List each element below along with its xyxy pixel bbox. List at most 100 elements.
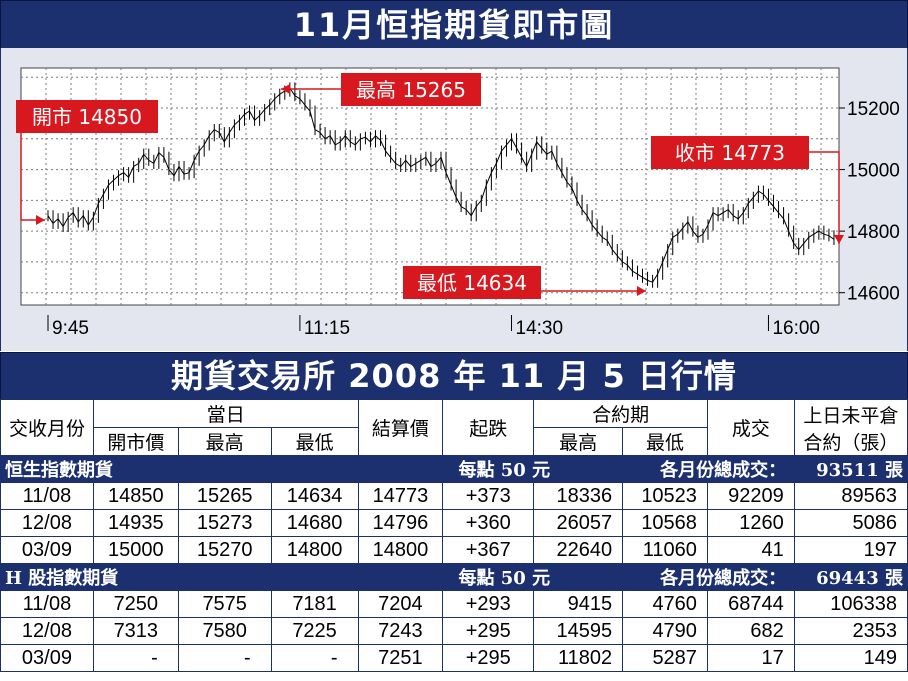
section-hshare: H 股指數期貨 69443 張 各月份總成交： 每點 50 元 11/08 72…	[0, 563, 908, 672]
cell-low: 14800	[270, 536, 359, 564]
cell-low: 14680	[270, 509, 359, 537]
header-month: 交收月份	[0, 399, 94, 456]
header-settle: 結算價	[357, 399, 444, 456]
header-volume: 成交	[706, 399, 795, 456]
header-contract-high: 最高	[533, 427, 624, 456]
cell-settle: 7204	[357, 590, 444, 618]
cell-open-interest: 5086	[793, 509, 908, 537]
y-tick-label: 14600	[847, 284, 900, 305]
header-contract: 合約期	[533, 399, 708, 428]
cell-contract-high: 14595	[533, 617, 624, 645]
cell-low: 7225	[270, 617, 359, 645]
callout-leader	[809, 151, 840, 244]
cell-open-interest: 89563	[793, 482, 908, 510]
table-row: 11/08 14850 15265 14634 14773 +373 18336…	[0, 482, 908, 510]
cell-contract-low: 4760	[622, 590, 708, 618]
cell-volume: 682	[706, 617, 795, 645]
cell-contract-high: 26057	[533, 509, 624, 537]
table-title: 期貨交易所 2008 年 11 月 5 日行情	[171, 357, 737, 395]
cell-contract-low: 10523	[622, 482, 708, 510]
cell-settle: 14796	[357, 509, 444, 537]
cell-change: +293	[442, 590, 535, 618]
callout-arrowhead	[36, 215, 45, 225]
cell-volume: 92209	[706, 482, 795, 510]
cell-high: -	[177, 644, 272, 672]
cell-contract-high: 9415	[533, 590, 624, 618]
callout-label: 最低 14634	[417, 271, 527, 295]
table-title-banner: 期貨交易所 2008 年 11 月 5 日行情	[0, 352, 908, 400]
cell-volume: 68744	[706, 590, 795, 618]
section-unit: 每點 50 元	[458, 568, 551, 589]
header-open-interest: 上日未平倉 合約（張）	[793, 399, 908, 456]
cell-change: +295	[442, 644, 535, 672]
cell-open-interest: 2353	[793, 617, 908, 645]
cell-month: 03/09	[0, 536, 94, 564]
callout-box	[16, 100, 158, 133]
cell-low: 14634	[270, 482, 359, 510]
y-tick-label: 14800	[847, 222, 900, 243]
cell-settle: 14773	[357, 482, 444, 510]
chart-panel: 15200 15000 14800 14600 9:45 11:15 14:30 16:00 開…	[0, 48, 908, 351]
cell-open: -	[92, 644, 179, 672]
section-total: 69443 張	[816, 568, 903, 589]
cell-month: 12/08	[0, 509, 94, 537]
cell-change: +373	[442, 482, 535, 510]
section-total-label: 各月份總成交：	[660, 460, 787, 481]
cell-month: 12/08	[0, 617, 94, 645]
section-header: 恒生指數期貨 93511 張 各月份總成交： 每點 50 元	[0, 455, 908, 483]
header-today: 當日	[92, 399, 359, 428]
cell-open: 14935	[92, 509, 179, 537]
section-name: 恒生指數期貨	[5, 460, 113, 481]
header-contract-low: 最低	[622, 427, 708, 456]
header-oi-line1: 上日未平倉	[803, 404, 899, 427]
section-hsi: 恒生指數期貨 93511 張 各月份總成交： 每點 50 元 11/08 148…	[0, 455, 908, 564]
chart-title: 11月恒指期貨即市圖	[293, 6, 615, 44]
cell-contract-high: 22640	[533, 536, 624, 564]
table-row: 11/08 7250 7575 7181 7204 +293 9415 4760…	[0, 590, 908, 618]
x-tick-label: 11:15	[304, 318, 350, 339]
cell-open-interest: 106338	[793, 590, 908, 618]
callout-box	[341, 73, 481, 106]
cell-settle: 7251	[357, 644, 444, 672]
cell-change: +367	[442, 536, 535, 564]
section-name: H 股指數期貨	[5, 568, 119, 589]
header-low: 最低	[270, 427, 359, 456]
callout-box	[403, 266, 541, 299]
cell-month: 03/09	[0, 644, 94, 672]
chart-title-banner: 11月恒指期貨即市圖	[0, 0, 908, 50]
table-row: 03/09 - - - 7251 +295 11802 5287 17 149	[0, 644, 908, 672]
cell-open-interest: 197	[793, 536, 908, 564]
cell-open-interest: 149	[793, 644, 908, 672]
table-row: 12/08 14935 15273 14680 14796 +360 26057…	[0, 509, 908, 537]
table-row: 12/08 7313 7580 7225 7243 +295 14595 479…	[0, 617, 908, 645]
y-tick-label: 15000	[847, 161, 900, 182]
cell-volume: 41	[706, 536, 795, 564]
cell-month: 11/08	[0, 482, 94, 510]
cell-open: 14850	[92, 482, 179, 510]
header-change: 起跌	[442, 399, 535, 456]
x-tick-label: 14:30	[516, 318, 564, 339]
cell-settle: 7243	[357, 617, 444, 645]
cell-volume: 17	[706, 644, 795, 672]
callout-arrowhead	[637, 286, 646, 296]
cell-change: +295	[442, 617, 535, 645]
header-open: 開市價	[92, 427, 179, 456]
futures-table: 交收月份 當日 結算價 起跌 合約期 成交 上日未平倉 合約（張） 開市價 最高…	[0, 399, 908, 672]
cell-contract-low: 4790	[622, 617, 708, 645]
intraday-chart: 15200 15000 14800 14600 9:45 11:15 14:30 16:00 開…	[16, 67, 900, 339]
cell-high: 7575	[177, 590, 272, 618]
cell-contract-high: 11802	[533, 644, 624, 672]
callout-label: 開市 14850	[32, 105, 142, 129]
cell-month: 11/08	[0, 590, 94, 618]
cell-contract-low: 5287	[622, 644, 708, 672]
table-row: 03/09 15000 15270 14800 14800 +367 22640…	[0, 536, 908, 564]
cell-contract-high: 18336	[533, 482, 624, 510]
callout-label: 收市 14773	[675, 141, 785, 165]
cell-low: 7181	[270, 590, 359, 618]
cell-open: 15000	[92, 536, 179, 564]
callout-arrowhead	[834, 235, 844, 244]
y-tick-label: 15200	[847, 99, 900, 120]
cell-low: -	[270, 644, 359, 672]
header-oi-line2: 合約（張）	[803, 431, 899, 454]
